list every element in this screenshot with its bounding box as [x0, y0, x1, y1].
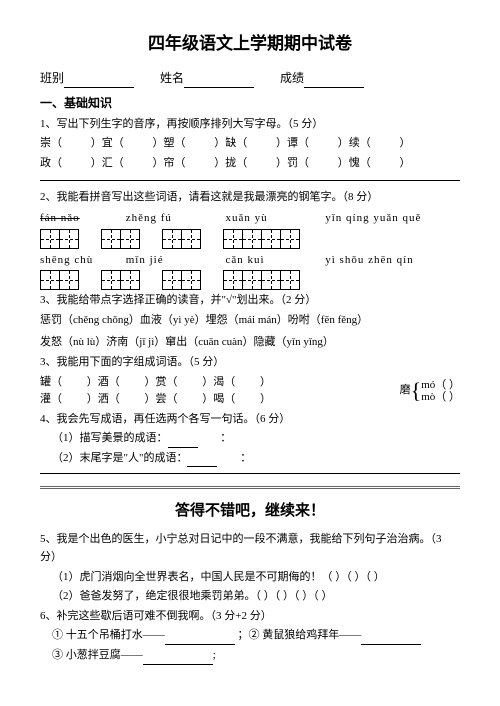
q5-text: 5、我是个出色的医生，小宁总对日记中的一段不满意，我能给下列句子治治病。（3 分… — [40, 531, 460, 566]
q1r2-c: ）帘（ — [153, 157, 186, 169]
py1d: yǐn qíng yuǎn quě — [325, 210, 421, 228]
divider-1 — [40, 180, 460, 181]
q3cr2b: ）洒（ — [87, 393, 120, 405]
q3c-text: 3、我能用下面的字组成词语。（5 分） — [40, 354, 460, 372]
tianzi-row-2 — [40, 270, 460, 290]
score-blank[interactable] — [304, 75, 364, 88]
pinyin-row-1: fán nǎo zhěng fú xuǎn yù yǐn qíng yuǎn q… — [40, 210, 460, 228]
q1-text: 1、写出下列生字的音序，再按顺序排列大写字母。（5 分） — [40, 116, 460, 134]
py2a: shēng chù — [40, 252, 102, 270]
boxgroup-2d[interactable] — [223, 270, 300, 290]
q6a-mid: ；② 黄鼠狼给鸡拜年—— — [238, 629, 362, 641]
q3cr1c: ）赏（ — [145, 376, 178, 388]
score-label: 成绩 — [280, 71, 304, 85]
q1r2-e: ）罚（ — [276, 157, 309, 169]
q4a-label: （1）描写美景的成语： — [52, 432, 168, 444]
double-divider-bot — [40, 488, 460, 489]
mid-encourage: 答得不错吧，继续来！ — [40, 499, 460, 523]
q4a-blank[interactable] — [168, 436, 198, 448]
q3-b: 发怒（nù lù）济南（jī jì）窜出（cuān cuàn）隐藏（yǐn yǐ… — [40, 334, 460, 352]
q5-a: （1）虎门消烟向全世界表名，中国人民是不可期侮的！（ ）（ ）（ ） — [52, 569, 460, 587]
q1r1-f: ）续（ — [338, 137, 371, 149]
py1b: zhěng fú — [126, 210, 202, 228]
q6a-blank2[interactable] — [361, 633, 421, 645]
q1r1-g: ） — [400, 137, 411, 149]
class-label: 班别 — [40, 71, 64, 85]
class-blank[interactable] — [64, 75, 134, 88]
q4b-label: （2）末尾字是"人"的成语： — [52, 452, 187, 464]
name-label: 姓名 — [160, 71, 184, 85]
q3c-r2: 灌（ ）洒（ ）尝（ ）喝（ ） — [40, 391, 400, 409]
q1r2-g: ） — [400, 157, 411, 169]
boxgroup-1c[interactable] — [162, 229, 201, 249]
mo-bot: mò（ ） — [421, 391, 460, 403]
double-divider-top — [40, 486, 460, 487]
q6a-blank1[interactable] — [165, 633, 235, 645]
q3cr1a: 罐（ — [40, 376, 62, 388]
mo-brace: 磨 { mó（ ） mò（ ） — [400, 379, 460, 403]
q3c-rows: 罐（ ）酒（ ）赏（ ）渴（ ） 灌（ ）洒（ ）尝（ ）喝（ ） 磨 { mó… — [40, 374, 460, 409]
q3c-r1: 罐（ ）酒（ ）赏（ ）渴（ ） — [40, 374, 400, 392]
q6-b: ③ 小葱拌豆腐——; — [52, 647, 460, 665]
q6-a: ① 十五个吊桶打水—— ；② 黄鼠狼给鸡拜年—— — [52, 627, 460, 645]
q3cr2d: ）喝（ — [202, 393, 235, 405]
q6-text: 6、补完这些歇后语可难不倒我啊。（3 分+2 分） — [40, 608, 460, 626]
q6b-blank[interactable] — [143, 653, 213, 665]
q3-a: 惩罚（chěng chǒng）血液（yì yè）埋怨（mái mán）吩咐（fē… — [40, 312, 460, 330]
q4-text: 4、我会先写成语，再任选两个各写一句话。（6 分） — [40, 411, 460, 429]
q4-a: （1）描写美景的成语： ： — [52, 430, 460, 448]
tianzi-row-1 — [40, 229, 460, 249]
py2b: mǐn jié — [126, 252, 202, 270]
boxgroup-2c[interactable] — [162, 270, 201, 290]
q2-text: 2、我能看拼音写出这些词语，请看这就是我最漂亮的钢笔字。（8 分） — [40, 189, 460, 207]
mo-top: mó（ ） — [421, 379, 460, 391]
pinyin-row-2: shēng chù mǐn jié cǎn kuì yì shǒu zhēn q… — [40, 252, 460, 270]
header-line: 班别 姓名 成绩 — [40, 69, 460, 88]
q3-text: 3、我能给带点字选择正确的读音，并"√"划出来。（2 分） — [40, 292, 460, 310]
q1r1-e: ）谭（ — [276, 137, 309, 149]
q1r1-d: ）缺（ — [214, 137, 247, 149]
q3cr1b: ）酒（ — [87, 376, 120, 388]
boxgroup-1d[interactable] — [223, 229, 300, 249]
boxgroup-1a[interactable] — [40, 229, 79, 249]
q3cr1e: ） — [260, 376, 271, 388]
q3cr2e: ） — [260, 393, 271, 405]
page-title: 四年级语文上学期期中试卷 — [40, 30, 460, 57]
divider-2 — [40, 473, 460, 474]
q4b-blank[interactable] — [187, 455, 217, 467]
q6b-label: ③ 小葱拌豆腐—— — [52, 649, 143, 661]
q4-b: （2）末尾字是"人"的成语： ： — [52, 450, 460, 468]
name-blank[interactable] — [184, 75, 254, 88]
q1r2-f: ）愧（ — [338, 157, 371, 169]
q1r1-b: ）宜（ — [91, 137, 124, 149]
q1r1-c: ）塑（ — [153, 137, 186, 149]
py2c: cǎn kuì — [226, 252, 302, 270]
py2d: yì shǒu zhēn qín — [325, 252, 413, 270]
section-1-head: 一、基础知识 — [40, 94, 460, 113]
q5-b: （2）爸爸发努了，绝定很很地乘罚弟弟。（ ）（ ）（ ）（ ） — [52, 588, 460, 606]
q1-row1: 崇（ ）宜（ ）塑（ ）缺（ ）谭（ ）续（ ） — [40, 135, 460, 153]
boxgroup-2a[interactable] — [40, 270, 79, 290]
q3cr2a: 灌（ — [40, 393, 62, 405]
py1a: fán nǎo — [40, 210, 102, 228]
q6a-pre: ① 十五个吊桶打水—— — [52, 629, 165, 641]
boxgroup-1b[interactable] — [101, 229, 140, 249]
boxgroup-2b[interactable] — [101, 270, 140, 290]
py1c: xuǎn yù — [226, 210, 302, 228]
brace-icon: { — [411, 380, 422, 402]
q1-row2: 政（ ）汇（ ）帘（ ）拢（ ）罚（ ）愧（ ） — [40, 155, 460, 173]
q3cr1d: ）渴（ — [202, 376, 235, 388]
q1r1-a: 崇（ — [40, 137, 62, 149]
q3cr2c: ）尝（ — [145, 393, 178, 405]
q1r2-a: 政（ — [40, 157, 62, 169]
mo-char: 磨 — [400, 382, 411, 400]
q1r2-b: ）汇（ — [91, 157, 124, 169]
q1r2-d: ）拢（ — [214, 157, 247, 169]
